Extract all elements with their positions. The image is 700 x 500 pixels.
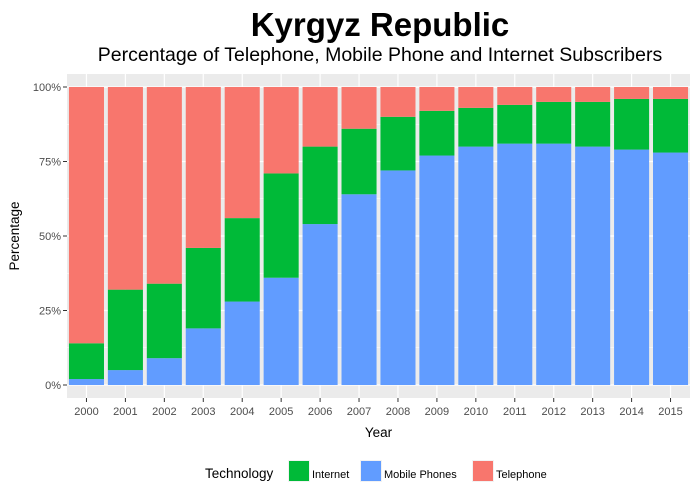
- bar-telephone-2014: [614, 87, 650, 99]
- bar-mobile-phones-2002: [146, 358, 182, 385]
- x-tick-label: 2011: [503, 406, 527, 418]
- bar-telephone-2009: [419, 87, 455, 111]
- bar-mobile-phones-2010: [458, 146, 494, 385]
- x-tick-label: 2013: [580, 406, 604, 418]
- x-tick-label: 2000: [74, 406, 98, 418]
- x-tick-label: 2005: [269, 406, 293, 418]
- bar-internet-2007: [341, 128, 377, 195]
- bar-internet-2015: [653, 98, 689, 153]
- bar-internet-2000: [68, 343, 104, 380]
- y-tick-label: 50%: [39, 231, 61, 243]
- bar-mobile-phones-2004: [224, 301, 260, 385]
- bar-mobile-phones-2006: [302, 224, 338, 385]
- bar-internet-2002: [146, 283, 182, 359]
- bar-mobile-phones-2015: [653, 152, 689, 385]
- bar-internet-2014: [614, 98, 650, 150]
- x-tick-label: 2008: [386, 406, 410, 418]
- bar-mobile-phones-2003: [185, 328, 221, 385]
- legend-label-internet: Internet: [312, 469, 349, 481]
- bar-mobile-phones-2012: [536, 143, 572, 385]
- bar-mobile-phones-2007: [341, 194, 377, 385]
- bar-telephone-2002: [146, 87, 182, 284]
- bar-telephone-2003: [185, 87, 221, 248]
- y-tick-label: 0%: [45, 380, 61, 392]
- chart-subtitle: Percentage of Telephone, Mobile Phone an…: [97, 44, 663, 66]
- bar-telephone-2008: [380, 87, 416, 117]
- bar-mobile-phones-2009: [419, 155, 455, 385]
- x-axis: 2000 2001 2002 2003 2004 2005 2006 2007 2008 2009…: [74, 398, 683, 418]
- x-tick-label: 2007: [347, 406, 371, 418]
- bar-internet-2010: [458, 107, 494, 147]
- legend-label-telephone: Telephone: [496, 469, 547, 481]
- bar-internet-2001: [107, 289, 143, 371]
- bar-internet-2011: [497, 104, 533, 144]
- x-tick-label: 2010: [464, 406, 488, 418]
- bar-mobile-phones-2013: [575, 146, 611, 385]
- bar-mobile-phones-2001: [107, 370, 143, 385]
- x-tick-label: 2014: [619, 406, 643, 418]
- legend-label-mobile-phones: Mobile Phones: [384, 469, 457, 481]
- bar-internet-2008: [380, 116, 416, 171]
- bar-mobile-phones-2000: [68, 379, 104, 385]
- bar-mobile-phones-2014: [614, 149, 650, 385]
- y-tick-label: 75%: [39, 157, 61, 169]
- y-axis-title: Percentage: [7, 201, 22, 270]
- bar-telephone-2005: [263, 87, 299, 174]
- bar-telephone-2000: [68, 87, 104, 344]
- bar-internet-2004: [224, 218, 260, 302]
- x-tick-label: 2015: [658, 406, 682, 418]
- legend-swatch-mobile-phones: [361, 461, 381, 481]
- bar-telephone-2006: [302, 87, 338, 147]
- x-tick-label: 2009: [425, 406, 449, 418]
- bar-internet-2006: [302, 146, 338, 225]
- bar-internet-2003: [185, 247, 221, 329]
- x-tick-label: 2001: [113, 406, 137, 418]
- x-tick-label: 2006: [308, 406, 332, 418]
- x-tick-label: 2003: [191, 406, 215, 418]
- bar-telephone-2011: [497, 87, 533, 105]
- bar-mobile-phones-2011: [497, 143, 533, 385]
- y-axis: 0% 25% 50% 75% 100%: [33, 82, 67, 392]
- chart-title: Kyrgyz Republic: [250, 6, 510, 43]
- x-tick-label: 2004: [230, 406, 254, 418]
- bar-telephone-2010: [458, 87, 494, 108]
- bar-telephone-2012: [536, 87, 572, 102]
- bar-internet-2009: [419, 110, 455, 156]
- bar-telephone-2013: [575, 87, 611, 102]
- bars: [68, 87, 689, 385]
- x-tick-label: 2012: [541, 406, 565, 418]
- x-tick-label: 2002: [152, 406, 176, 418]
- bar-internet-2005: [263, 173, 299, 278]
- bar-internet-2012: [536, 101, 572, 144]
- bar-mobile-phones-2008: [380, 170, 416, 385]
- bar-telephone-2007: [341, 87, 377, 129]
- y-tick-label: 100%: [33, 82, 61, 94]
- legend: Technology Internet Mobile Phones Telephon…: [205, 460, 547, 482]
- bar-telephone-2015: [653, 87, 689, 99]
- bar-mobile-phones-2005: [263, 277, 299, 385]
- bar-telephone-2004: [224, 87, 260, 219]
- bar-internet-2013: [575, 101, 611, 147]
- legend-swatch-internet: [289, 461, 309, 481]
- legend-title: Technology: [205, 466, 274, 481]
- y-tick-label: 25%: [39, 306, 61, 318]
- bar-telephone-2001: [107, 87, 143, 290]
- legend-swatch-telephone: [473, 461, 493, 481]
- x-axis-title: Year: [365, 425, 393, 440]
